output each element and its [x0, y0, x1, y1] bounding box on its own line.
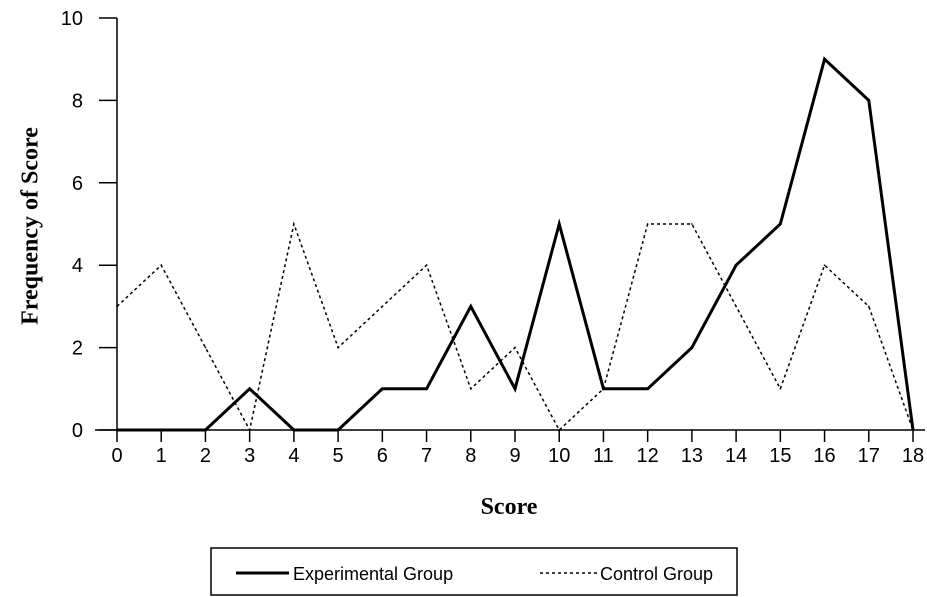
x-tick-label: 6 — [377, 445, 388, 467]
point-experimental — [425, 388, 428, 390]
point-experimental — [691, 346, 693, 349]
y-tick-label: 2 — [72, 338, 83, 360]
x-axis-title: Score — [481, 494, 538, 520]
x-tick-label: 8 — [465, 445, 476, 467]
point-control — [116, 305, 118, 308]
x-tick-label: 10 — [548, 445, 570, 467]
point-control — [558, 429, 561, 431]
point-control — [867, 305, 870, 308]
point-control — [823, 264, 826, 267]
x-axis-ticks: 0 1 2 3 4 5 6 7 8 9 10 11 12 13 14 15 16 17 18 — [111, 430, 924, 467]
point-experimental — [469, 305, 472, 308]
x-tick-label: 5 — [333, 445, 344, 467]
point-experimental — [160, 429, 163, 431]
point-control — [248, 429, 251, 431]
point-experimental — [337, 429, 339, 431]
point-control — [160, 264, 163, 267]
x-tick-label: 2 — [200, 445, 211, 467]
y-axis-title: Frequency of Score — [18, 127, 44, 325]
series-line-control — [116, 221, 914, 433]
point-control — [912, 429, 914, 431]
y-tick-label: 8 — [72, 90, 83, 112]
x-tick-label: 3 — [244, 445, 255, 467]
y-tick-label: 4 — [72, 255, 83, 277]
x-tick-label: 0 — [111, 445, 122, 467]
point-experimental — [116, 429, 118, 431]
point-experimental — [293, 429, 295, 431]
legend-box — [210, 547, 738, 596]
point-experimental — [779, 223, 782, 225]
legend-label-control: Control Group — [600, 564, 713, 584]
y-axis-ticks: 0 2 4 6 8 10 — [61, 8, 117, 442]
x-tick-label: 16 — [813, 445, 835, 467]
point-control — [735, 305, 737, 308]
axes — [95, 18, 925, 431]
x-tick-label: 7 — [421, 445, 432, 467]
x-tick-label: 17 — [858, 445, 880, 467]
point-control — [337, 346, 339, 349]
point-experimental — [867, 99, 870, 102]
point-experimental — [381, 388, 384, 390]
x-tick-label: 13 — [681, 445, 703, 467]
y-tick-label: 6 — [72, 173, 83, 195]
point-control — [381, 305, 384, 308]
point-control — [514, 346, 516, 349]
point-control — [691, 223, 693, 225]
y-tick-label: 0 — [72, 420, 83, 442]
point-experimental — [558, 223, 561, 225]
legend-label-experimental: Experimental Group — [293, 564, 453, 584]
legend: Experimental Group Control Group — [210, 547, 738, 596]
point-control — [646, 223, 649, 225]
series-line-experimental — [117, 56, 915, 432]
x-tick-label: 4 — [288, 445, 299, 467]
x-tick-label: 18 — [902, 445, 924, 467]
x-tick-label: 1 — [156, 445, 167, 467]
y-tick-label: 10 — [61, 8, 83, 30]
point-experimental — [204, 429, 207, 431]
point-experimental — [735, 264, 737, 267]
point-experimental — [248, 388, 251, 390]
x-tick-label: 15 — [769, 445, 791, 467]
x-tick-label: 11 — [593, 445, 614, 467]
point-experimental — [514, 388, 516, 390]
x-tick-label: 14 — [725, 445, 747, 467]
point-control — [469, 388, 472, 390]
x-tick-label: 12 — [637, 445, 659, 467]
point-experimental — [823, 58, 826, 60]
point-control — [293, 223, 295, 225]
point-experimental — [646, 388, 649, 390]
series-layer — [116, 56, 915, 433]
point-control — [779, 388, 782, 390]
x-tick-label: 9 — [509, 445, 520, 467]
point-control — [204, 346, 207, 349]
point-control — [602, 388, 605, 390]
point-control — [425, 264, 428, 267]
